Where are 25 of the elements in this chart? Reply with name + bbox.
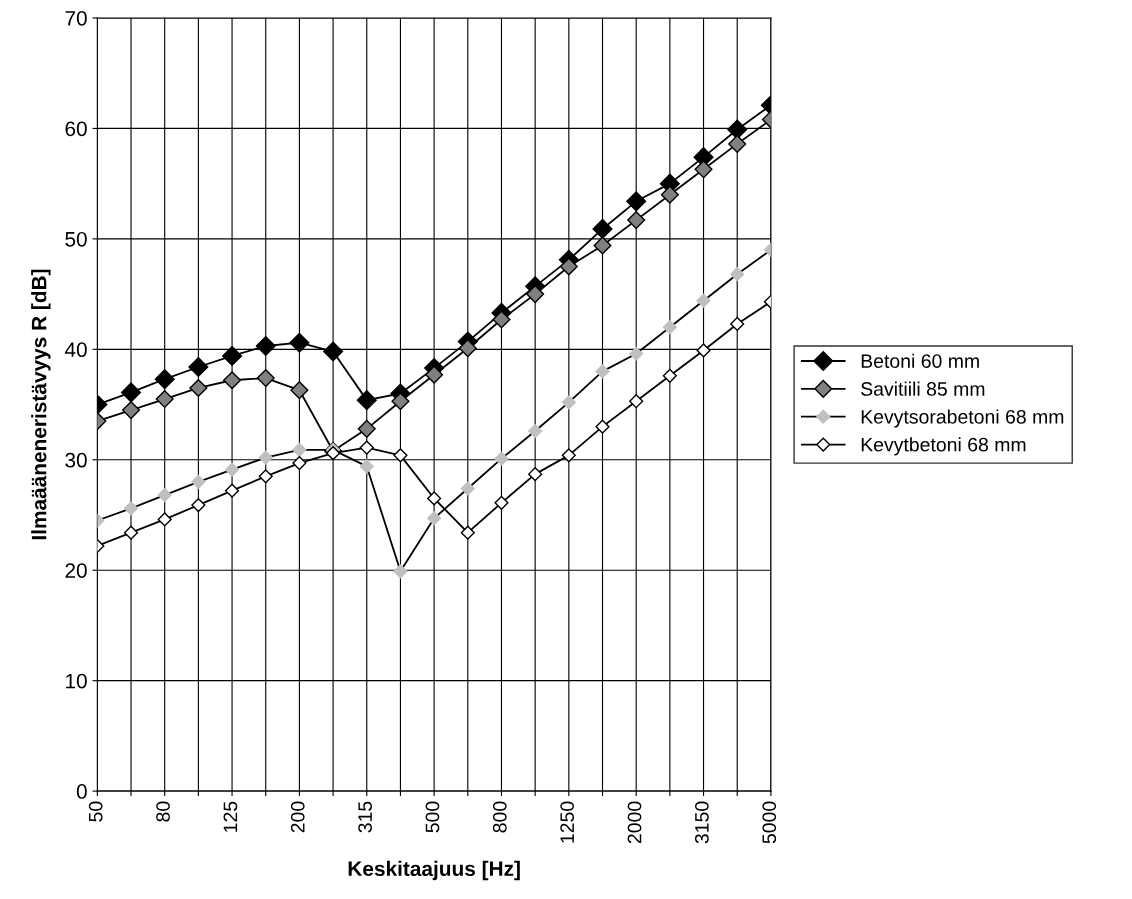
legend-label: Kevytsorabetoni 68 mm: [861, 409, 1064, 428]
y-tick-label: 60: [65, 121, 87, 137]
y-tick-label: 10: [66, 673, 87, 689]
legend-label: Savitiili 85 mm: [861, 381, 985, 396]
x-tick-label: 500: [425, 801, 440, 833]
y-tick-label: 20: [65, 563, 87, 578]
y-tick-label: 0: [76, 784, 87, 799]
x-tick-label: 1250: [560, 801, 575, 843]
y-axis-title: Ilmaääneneristävyys R [dB]: [31, 269, 51, 540]
legend-label: Kevytbetoni 68 mm: [861, 437, 1026, 456]
x-tick-label: 50: [88, 801, 103, 822]
x-tick-label: 200: [290, 801, 305, 833]
y-tick-label: 50: [65, 231, 87, 247]
y-tick-label: 40: [64, 342, 87, 358]
x-tick-label: 125: [223, 801, 238, 832]
x-tick-label: 80: [156, 801, 170, 822]
x-tick-label: 3150: [694, 801, 709, 844]
x-tick-label: 800: [492, 801, 507, 833]
x-tick-label: 2000: [627, 801, 642, 844]
y-tick-label: 30: [65, 452, 87, 468]
x-axis-title: Keskitaajuus [Hz]: [348, 860, 520, 881]
legend-label: Betoni 60 mm: [861, 353, 979, 368]
x-tick-label: 5000: [762, 801, 777, 844]
x-tick-label: 315: [358, 801, 372, 833]
y-tick-label: 70: [65, 10, 87, 26]
